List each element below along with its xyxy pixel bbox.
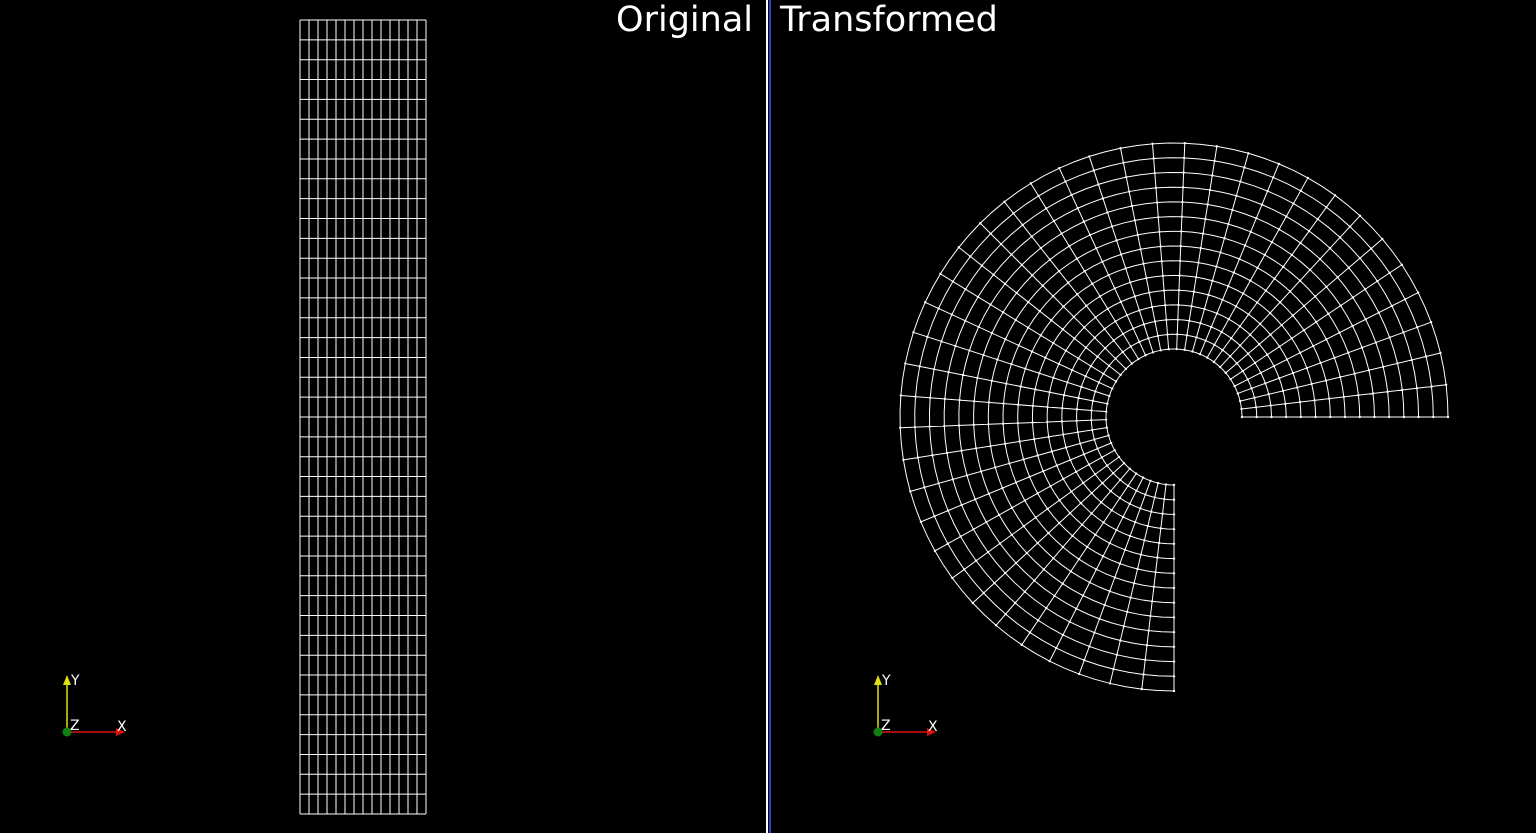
axis-label-x: X (928, 719, 938, 735)
axis-label-y: Y (71, 673, 80, 689)
separator-line-active (769, 0, 771, 833)
viewport-separator[interactable] (765, 0, 772, 833)
axis-label-y: Y (882, 673, 891, 689)
axis-label-z: Z (881, 718, 891, 734)
axis-label-x: X (117, 719, 127, 735)
viewport-transformed[interactable]: Transformed Y Z X (772, 0, 1536, 833)
original-mesh (299, 19, 427, 815)
axes-arrows-icon (873, 675, 936, 737)
axis-label-z: Z (70, 718, 80, 734)
viewport-title-original: Original (616, 0, 753, 40)
viewport-title-transformed: Transformed (780, 0, 998, 40)
separator-line-white (766, 0, 768, 833)
orientation-axes-left: Y Z X (56, 672, 136, 742)
viewport-original[interactable]: Original Y Z X (0, 0, 765, 833)
axes-arrows-icon (62, 675, 125, 737)
transformed-mesh (899, 142, 1450, 693)
orientation-axes-right: Y Z X (867, 672, 947, 742)
